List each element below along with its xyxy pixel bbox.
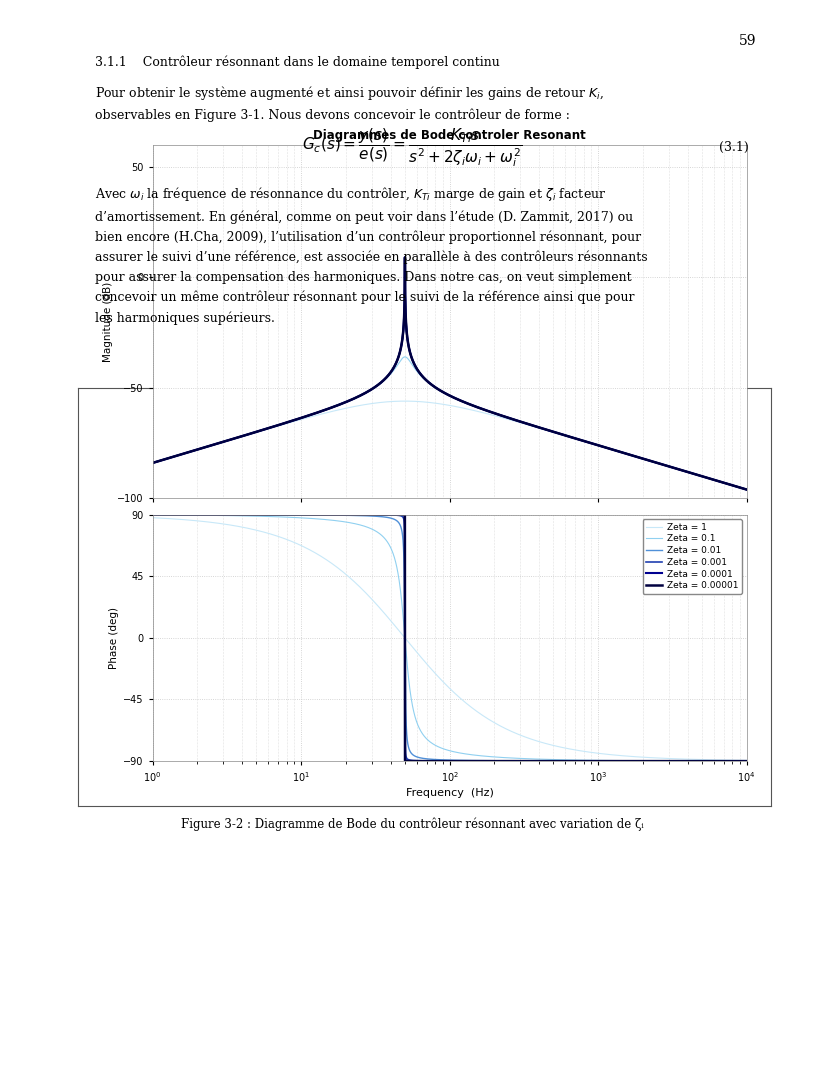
Zeta = 1 (620, 447, 629, 460)
Zeta = 1 (400, 394, 410, 407)
Zeta = 1 (742, 483, 752, 496)
Zeta = 1 (177, 448, 187, 461)
Zeta = 0.1 (148, 457, 158, 470)
Zeta = 0.001 (588, 437, 598, 450)
Text: Figure 3-2 : Diagramme de Bode du contrôleur résonnant avec variation de ζᵢ: Figure 3-2 : Diagramme de Bode du contrô… (182, 818, 644, 832)
Text: Pour obtenir le système augmenté et ainsi pouvoir définir les gains de retour $K: Pour obtenir le système augmenté et ains… (95, 84, 604, 122)
Zeta = 0.0001 (148, 457, 158, 470)
Text: (3.1): (3.1) (719, 142, 749, 154)
Title: Diagrammes de Bode controler Resonant: Diagrammes de Bode controler Resonant (314, 129, 586, 143)
Zeta = 0.01 (177, 448, 187, 461)
Zeta = 0.0001 (588, 437, 598, 450)
Zeta = 0.001 (742, 483, 752, 496)
Zeta = 1 (363, 398, 373, 411)
Zeta = 0.00001 (177, 448, 187, 461)
Y-axis label: Magnitude (dB): Magnitude (dB) (103, 282, 113, 361)
Text: 3.1.1    Contrôleur résonnant dans le domaine temporel continu: 3.1.1 Contrôleur résonnant dans le domai… (95, 56, 500, 70)
Zeta = 0.1 (177, 448, 187, 461)
Zeta = 0.001 (620, 447, 629, 460)
Y-axis label: Phase (deg): Phase (deg) (109, 607, 119, 669)
Zeta = 0.001 (526, 418, 535, 431)
Zeta = 0.01 (499, 410, 509, 422)
Zeta = 0.1 (363, 386, 373, 399)
Line: Zeta = 0.1: Zeta = 0.1 (153, 357, 747, 490)
Zeta = 0.001 (400, 265, 410, 278)
Zeta = 0.1 (588, 437, 598, 450)
Zeta = 0.00001 (742, 483, 752, 496)
Zeta = 0.1 (400, 351, 410, 363)
Zeta = 0.01 (400, 307, 410, 319)
Zeta = 0.1 (742, 483, 752, 496)
Text: $G_c(s) = \dfrac{y(s)}{e(s)} = \dfrac{K_{Ti}s}{s^2 + 2\zeta_i\omega_i + \omega_i: $G_c(s) = \dfrac{y(s)}{e(s)} = \dfrac{K_… (303, 126, 522, 169)
Zeta = 0.001 (499, 410, 509, 422)
Zeta = 0.0001 (177, 448, 187, 461)
Zeta = 0.0001 (499, 410, 509, 422)
Zeta = 1 (148, 457, 158, 470)
Zeta = 0.1 (526, 418, 535, 431)
Zeta = 0.1 (499, 410, 509, 422)
Text: Avec $\omega_i$ la fréquence de résonnance du contrôler, $K_{Ti}$ marge de gain : Avec $\omega_i$ la fréquence de résonnan… (95, 185, 648, 325)
Zeta = 1 (588, 437, 598, 450)
Line: Zeta = 0.0001: Zeta = 0.0001 (153, 257, 747, 490)
Text: 59: 59 (738, 34, 756, 48)
Zeta = 0.01 (620, 447, 629, 460)
Legend: Zeta = 1, Zeta = 0.1, Zeta = 0.01, Zeta = 0.001, Zeta = 0.0001, Zeta = 0.00001: Zeta = 1, Zeta = 0.1, Zeta = 0.01, Zeta … (643, 519, 743, 594)
Zeta = 0.01 (363, 385, 373, 398)
Line: Zeta = 0.001: Zeta = 0.001 (153, 271, 747, 490)
Zeta = 0.001 (148, 457, 158, 470)
Line: Zeta = 0.00001: Zeta = 0.00001 (153, 257, 747, 490)
X-axis label: Frequency  (Hz): Frequency (Hz) (406, 788, 493, 799)
Zeta = 0.00001 (148, 457, 158, 470)
Zeta = 0.1 (620, 447, 629, 460)
Zeta = 0.00001 (363, 385, 373, 398)
Zeta = 0.01 (742, 483, 752, 496)
Zeta = 1 (526, 419, 535, 432)
Line: Zeta = 1: Zeta = 1 (153, 401, 747, 490)
Zeta = 0.0001 (526, 418, 535, 431)
Zeta = 0.01 (588, 437, 598, 450)
Zeta = 0.00001 (526, 418, 535, 431)
Line: Zeta = 0.01: Zeta = 0.01 (153, 313, 747, 490)
Zeta = 1 (499, 412, 509, 425)
Zeta = 0.0001 (363, 385, 373, 398)
Zeta = 0.0001 (620, 447, 629, 460)
Zeta = 0.001 (363, 385, 373, 398)
Zeta = 0.01 (148, 457, 158, 470)
Zeta = 0.01 (526, 418, 535, 431)
Zeta = 0.00001 (499, 410, 509, 422)
Zeta = 0.001 (177, 448, 187, 461)
Zeta = 0.00001 (588, 437, 598, 450)
Zeta = 0.0001 (742, 483, 752, 496)
Zeta = 0.00001 (400, 251, 410, 264)
Zeta = 0.00001 (620, 447, 629, 460)
Zeta = 0.0001 (400, 251, 410, 264)
